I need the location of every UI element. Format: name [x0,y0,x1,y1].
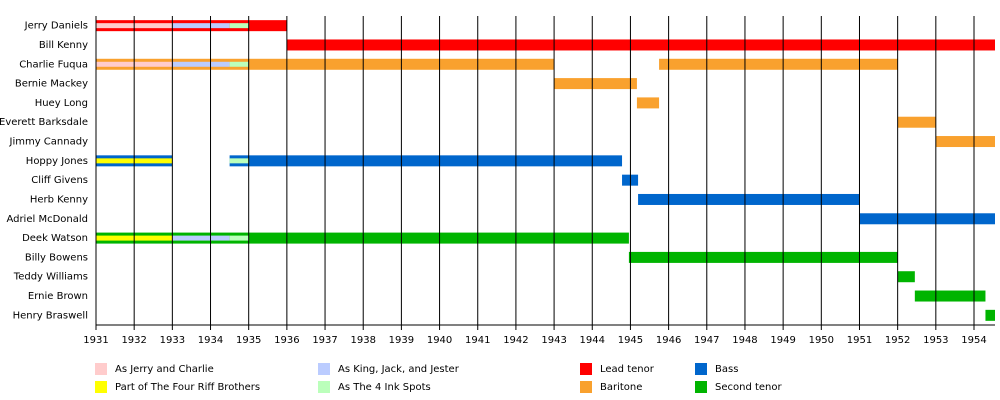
row-label: Herb Kenny [30,194,88,205]
row-label: Deek Watson [22,233,88,244]
x-tick-label: 1941 [465,335,490,346]
row-label: Billy Bowens [25,252,88,263]
x-tick-label: 1934 [198,335,223,346]
role-bar [859,213,995,225]
role-bar [935,136,995,148]
row-label: Bill Kenny [39,40,88,51]
legend-label: As King, Jack, and Jester [338,364,460,375]
legend-swatch [318,381,330,393]
role-bar [659,58,898,70]
x-tick-label: 1951 [847,335,872,346]
x-tick-label: 1938 [350,335,375,346]
role-bar [636,97,660,109]
role-bar [897,271,915,283]
x-tick-label: 1947 [694,335,719,346]
period-stripe [172,61,230,67]
row-label: Teddy Williams [13,272,88,283]
row-label: Jimmy Cannady [9,137,89,148]
period-stripe [229,23,249,29]
x-tick-label: 1953 [923,335,948,346]
period-stripe [229,235,249,241]
role-bar [914,290,986,302]
x-tick-label: 1952 [885,335,910,346]
x-tick-label: 1949 [770,335,795,346]
row-label: Hoppy Jones [26,156,88,167]
x-tick-label: 1943 [541,335,566,346]
x-tick-label: 1948 [732,335,757,346]
role-bar [897,116,936,128]
role-bar [628,251,898,263]
x-tick-label: 1942 [503,335,528,346]
legend-swatch [580,381,592,393]
legend-swatch [695,363,707,375]
row-label: Bernie Mackey [15,79,88,90]
legend-label: Part of The Four Riff Brothers [115,382,260,393]
row-label: Huey Long [35,98,88,109]
legend-swatch [695,381,707,393]
x-tick-label: 1954 [961,335,986,346]
row-label: Adriel McDonald [6,214,88,225]
role-bar [229,155,623,167]
period-stripe [172,23,230,29]
role-bar [286,39,995,51]
x-tick-label: 1939 [389,335,414,346]
x-tick-label: 1936 [274,335,299,346]
role-bar [96,232,629,244]
x-tick-label: 1940 [427,335,452,346]
x-tick-label: 1944 [580,335,605,346]
legend-label: As The 4 Ink Spots [338,382,431,393]
x-tick-label: 1932 [121,335,146,346]
legend-swatch [318,363,330,375]
legend-label: Lead tenor [600,364,655,375]
role-bar [554,78,637,90]
period-stripe [172,235,230,241]
x-tick-label: 1935 [236,335,261,346]
x-tick-label: 1931 [83,335,108,346]
row-label: Charlie Fuqua [19,59,88,70]
x-tick-label: 1937 [312,335,337,346]
row-label: Everett Barksdale [0,117,88,128]
legend-swatch [95,363,107,375]
row-label: Cliff Givens [31,175,88,186]
role-bar [638,193,860,205]
row-label: Jerry Daniels [24,21,88,32]
legend-label: Baritone [600,382,642,393]
period-stripe [229,61,249,67]
period-stripe [229,158,249,164]
legend-label: As Jerry and Charlie [115,364,214,375]
legend-label: Second tenor [715,382,783,393]
legend-swatch [580,363,592,375]
legend-swatch [95,381,107,393]
row-label: Ernie Brown [28,291,88,302]
x-tick-label: 1946 [656,335,681,346]
x-tick-label: 1950 [809,335,834,346]
row-label: Henry Braswell [13,310,88,321]
role-bar [985,309,995,321]
legend-label: Bass [715,364,738,375]
x-tick-label: 1933 [160,335,185,346]
x-tick-label: 1945 [618,335,643,346]
